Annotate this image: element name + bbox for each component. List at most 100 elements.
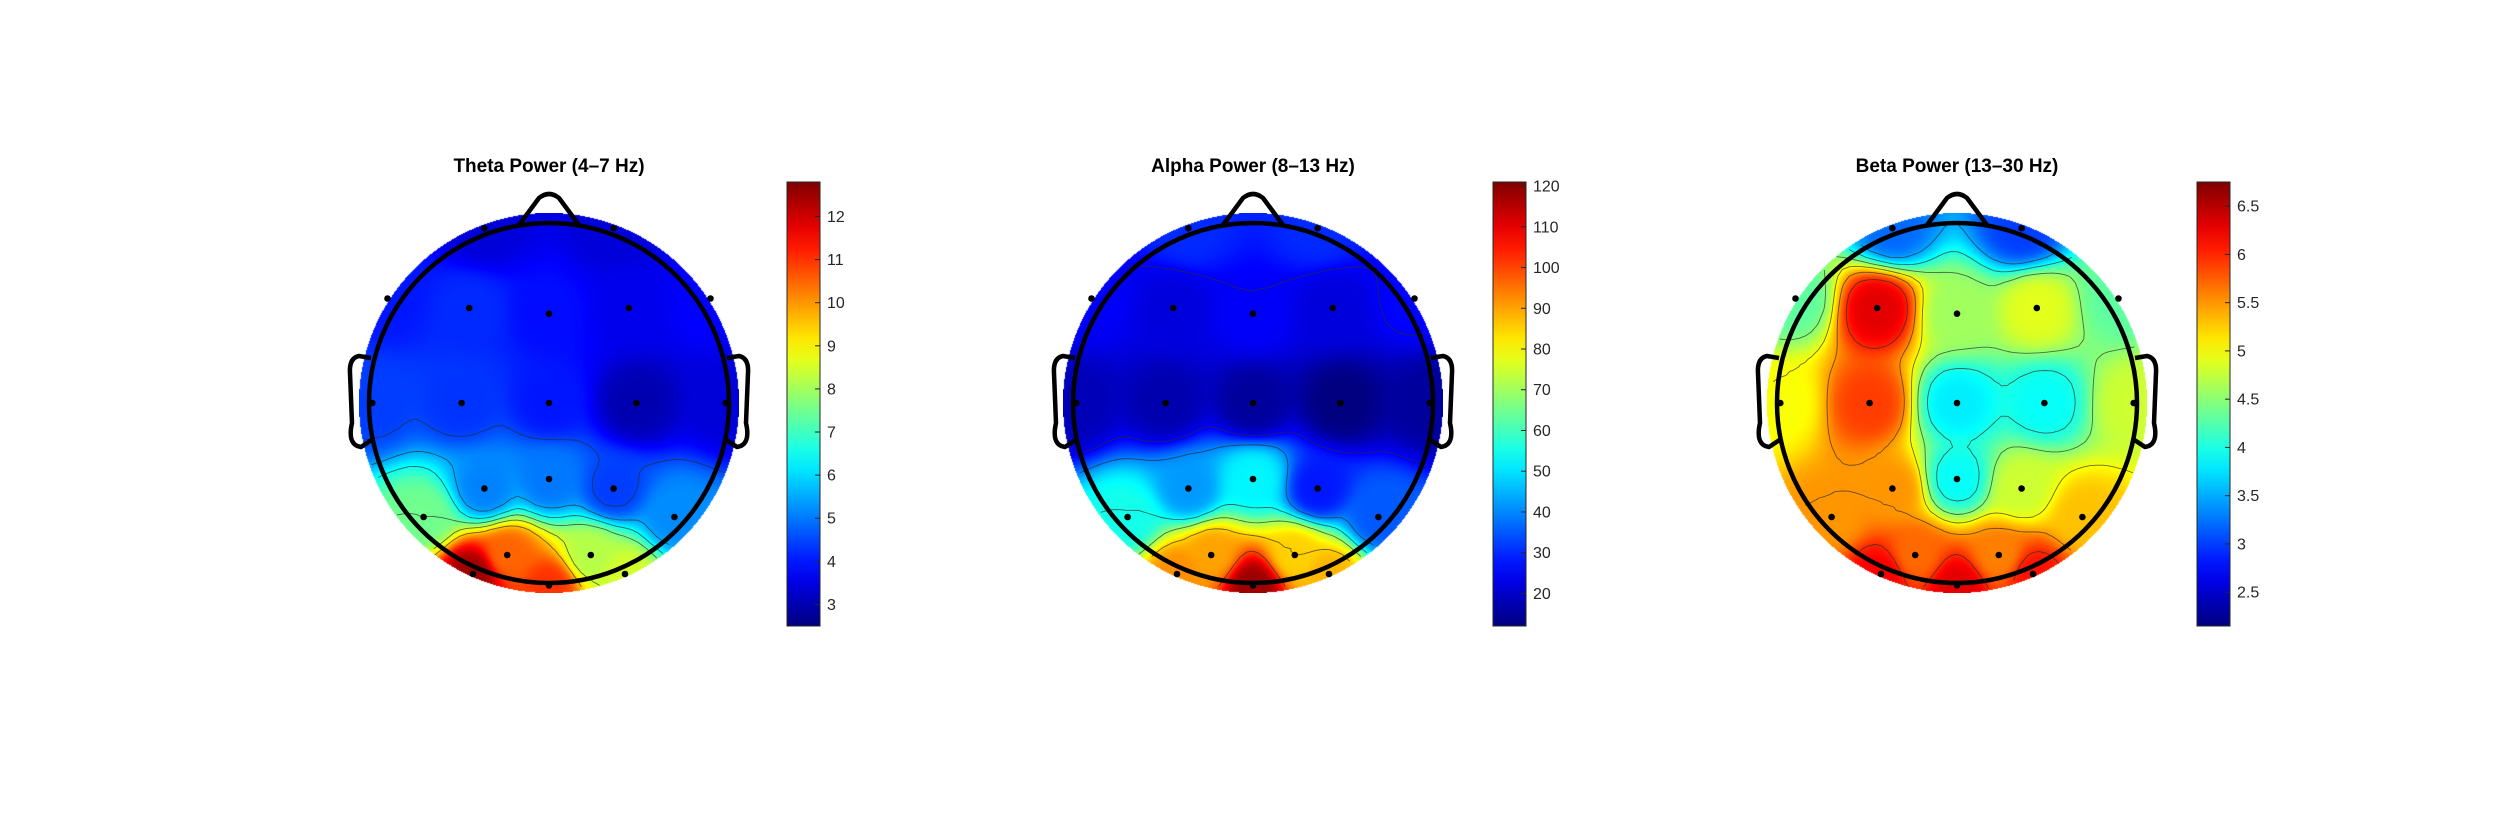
left-ear-icon — [347, 353, 375, 450]
electrode-dot — [1329, 304, 1337, 312]
right-ear-icon — [723, 353, 751, 450]
electrode-dot — [481, 485, 488, 492]
electrode-markers — [1777, 224, 2137, 589]
electrode-dot — [2018, 224, 2025, 232]
colorbar-gradient — [2196, 181, 2231, 627]
electrode-dot — [2079, 513, 2086, 521]
colorbar-tick-label: 12 — [827, 209, 845, 226]
colorbar-gradient — [786, 181, 821, 627]
colorbar-tick-label: 40 — [1533, 504, 1551, 521]
colorbar-tick-label: 50 — [1533, 464, 1551, 481]
colorbar-tick-label: 8 — [827, 381, 836, 398]
colorbar-tick-label: 4 — [2237, 440, 2246, 457]
electrode-dot — [1337, 399, 1344, 407]
colorbar-tick-label: 3.5 — [2237, 488, 2259, 505]
electrode-dot — [610, 224, 617, 232]
electrode-dot — [469, 570, 477, 578]
contour-line — [371, 450, 670, 546]
contour-line — [1804, 271, 2072, 551]
colorbar-gradient — [1492, 181, 1527, 627]
contour-line — [434, 525, 582, 587]
contour-line — [377, 465, 664, 554]
electrode-dot — [1314, 485, 1321, 492]
panel-title: Theta Power (4–7 Hz) — [453, 156, 644, 177]
topoplot-panel: Theta Power (4–7 Hz) 3 4 5 6 7 8 9 10 11 12 — [347, 156, 845, 627]
electrode-dot — [2041, 399, 2048, 407]
electrode-dot — [1249, 399, 1257, 407]
right-ear-icon — [1427, 353, 1455, 450]
electrode-dot — [1314, 224, 1321, 232]
nose-icon — [1925, 191, 1989, 227]
electrode-dot — [465, 304, 473, 312]
electrode-dot — [1169, 304, 1177, 312]
electrode-dot — [1828, 513, 1835, 521]
left-ear-icon — [1755, 353, 1783, 450]
electrode-dot — [1877, 570, 1885, 578]
electrode-dot — [1911, 551, 1919, 559]
electrode-dot — [545, 475, 553, 483]
electrode-dot — [2130, 399, 2137, 407]
electrode-dot — [633, 399, 640, 407]
electrode-dot — [1185, 485, 1192, 492]
topoplot-panel: Beta Power (13–30 Hz) 2.5 3 3.5 4 4.5 5 5.5 6 6.5 — [1755, 156, 2259, 627]
colorbar-tick-label: 4 — [827, 554, 836, 571]
topoplot-panel: Alpha Power (8–13 Hz) 20 30 40 50 60 70 80 90 100… — [1051, 156, 1560, 627]
electrode-dot — [1411, 295, 1418, 302]
electrode-dot — [610, 485, 617, 492]
colorbar-tick-label: 6.5 — [2237, 199, 2259, 216]
electrode-dot — [621, 570, 629, 578]
left-ear-icon — [1051, 353, 1079, 450]
panel-title: Beta Power (13–30 Hz) — [1856, 156, 2059, 177]
colorbar-tick-label: 5 — [827, 511, 836, 528]
electrode-dot — [625, 304, 633, 312]
contour-line — [1138, 517, 1362, 557]
electrode-dot — [2033, 304, 2041, 312]
contour-line — [396, 512, 658, 559]
contour-line — [1151, 528, 1350, 562]
electrode-dot — [503, 551, 511, 559]
panel-title: Alpha Power (8–13 Hz) — [1151, 156, 1355, 177]
right-ear-icon — [2131, 353, 2159, 450]
colorbar-tick-label: 110 — [1533, 219, 1559, 236]
colorbar-tick-label: 6 — [827, 468, 836, 485]
colorbar-tick-label: 4.5 — [2237, 392, 2259, 409]
electrode-dot — [1889, 485, 1896, 492]
colorbar-tick-label: 5 — [2237, 343, 2246, 360]
nose-icon — [1221, 191, 1285, 227]
electrode-dot — [1953, 582, 1961, 589]
electrode-dot — [1073, 399, 1080, 407]
colorbar-tick-label: 70 — [1533, 382, 1551, 399]
electrode-dot — [1249, 475, 1257, 483]
electrode-dot — [1426, 399, 1433, 407]
electrode-dot — [1124, 513, 1131, 521]
electrode-dot — [671, 513, 678, 521]
electrode-dot — [1325, 570, 1333, 578]
electrode-dot — [1995, 551, 2003, 559]
electrode-dot — [2115, 295, 2122, 302]
contour-lines — [1075, 265, 1431, 587]
colorbar-tick-label: 7 — [827, 425, 836, 442]
electrode-dot — [545, 582, 553, 589]
electrode-dot — [1185, 224, 1192, 232]
electrode-dot — [1249, 582, 1257, 589]
electrode-dot — [1777, 399, 1784, 407]
contour-line — [1849, 249, 2076, 502]
colorbar-tick-label: 3 — [2237, 536, 2246, 553]
electrode-dot — [458, 399, 465, 407]
electrode-markers — [1073, 224, 1433, 589]
colorbar-tick-label: 6 — [2237, 247, 2246, 264]
contour-line — [1779, 256, 2135, 515]
electrode-dot — [2018, 485, 2025, 492]
contour-line — [1075, 265, 1431, 467]
colorbar-tick-label: 60 — [1533, 423, 1551, 440]
electrode-dot — [1889, 224, 1896, 232]
electrode-dot — [1792, 295, 1799, 302]
contour-lines — [1773, 221, 2135, 589]
electrode-dot — [384, 295, 391, 302]
colorbar-tick-label: 120 — [1533, 179, 1560, 196]
electrode-dot — [1375, 513, 1382, 521]
colorbar-tick-label: 10 — [827, 295, 845, 312]
electrode-dot — [1173, 570, 1181, 578]
colorbar: 3 4 5 6 7 8 9 10 11 12 — [786, 181, 845, 627]
electrode-dot — [369, 399, 376, 407]
